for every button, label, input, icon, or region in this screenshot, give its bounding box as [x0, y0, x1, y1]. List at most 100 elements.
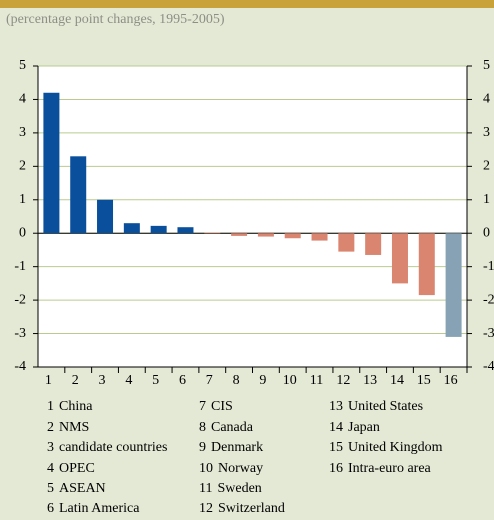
- x-tick-label: 7: [206, 373, 213, 388]
- legend-number: 10: [199, 461, 213, 476]
- x-tick-label: 12: [336, 373, 350, 388]
- legend-entry: 7 CIS: [199, 399, 233, 414]
- x-tick-label: 5: [152, 373, 159, 388]
- y-tick-label: 5: [19, 58, 26, 73]
- bar: [204, 232, 221, 234]
- bar: [365, 233, 382, 255]
- x-tick-label: 15: [417, 373, 431, 388]
- legend-entry: 15 United Kingdom: [329, 440, 443, 455]
- bar: [418, 233, 435, 296]
- x-tick-label: 4: [125, 373, 132, 388]
- legend-entry: 14 Japan: [329, 420, 380, 435]
- legend-entry: 11 Sweden: [199, 481, 262, 496]
- y-tick-label: 0: [19, 225, 26, 240]
- legend-name: Japan: [348, 420, 380, 435]
- legend-number: 1: [47, 399, 54, 414]
- y-tick-label: -2: [14, 292, 26, 307]
- y2-tick-label: 0: [483, 225, 490, 240]
- bar: [97, 199, 114, 234]
- legend-name: Sweden: [217, 481, 261, 496]
- x-tick-label: 2: [72, 373, 79, 388]
- legend-number: 16: [329, 461, 343, 476]
- bar: [257, 233, 274, 237]
- x-tick-label: 10: [283, 373, 297, 388]
- legend-entry: 12 Switzerland: [199, 501, 285, 516]
- y-tick-label: -3: [14, 326, 26, 341]
- y2-tick-label: 3: [483, 125, 490, 140]
- legend-number: 3: [47, 440, 54, 455]
- legend-name: ASEAN: [59, 481, 106, 496]
- legend-name: United States: [348, 399, 423, 414]
- legend-name: OPEC: [59, 461, 95, 476]
- legend-number: 13: [329, 399, 343, 414]
- legend-number: 8: [199, 420, 206, 435]
- y-tick-label: -4: [14, 359, 26, 374]
- legend-number: 11: [199, 481, 212, 496]
- legend-name: United Kingdom: [348, 440, 443, 455]
- legend-name: NMS: [59, 420, 89, 435]
- legend-name: candidate countries: [59, 440, 167, 455]
- legend-number: 2: [47, 420, 54, 435]
- legend-number: 12: [199, 501, 213, 516]
- y2-tick-label: 5: [483, 58, 490, 73]
- legend-number: 14: [329, 420, 343, 435]
- legend-number: 15: [329, 440, 343, 455]
- bar: [311, 233, 328, 241]
- y2-tick-label: 1: [483, 192, 490, 207]
- legend-entry: 6 Latin America: [47, 501, 140, 516]
- y-tick-label: 1: [19, 192, 26, 207]
- x-tick-label: 1: [45, 373, 52, 388]
- y-tick-label: -1: [14, 259, 26, 274]
- legend-name: Canada: [211, 420, 254, 435]
- legend-number: 9: [199, 440, 206, 455]
- y2-tick-label: -4: [483, 359, 494, 374]
- bar: [43, 92, 60, 234]
- legend-number: 6: [47, 501, 54, 516]
- bar: [70, 156, 87, 234]
- bar: [338, 233, 355, 252]
- legend-name: Intra-euro area: [348, 461, 432, 476]
- x-tick-label: 3: [99, 373, 106, 388]
- y2-tick-label: 2: [483, 159, 490, 174]
- bar: [177, 227, 194, 234]
- legend-number: 7: [199, 399, 206, 414]
- y-tick-label: 3: [19, 125, 26, 140]
- bar: [391, 233, 408, 284]
- x-tick-label: 11: [310, 373, 323, 388]
- y2-tick-label: -3: [483, 326, 494, 341]
- legend-name: China: [59, 399, 93, 414]
- legend-entry: 1 China: [47, 399, 93, 414]
- y-tick-label: 2: [19, 159, 26, 174]
- x-tick-label: 16: [444, 373, 458, 388]
- legend-name: Latin America: [59, 501, 140, 516]
- x-tick-label: 14: [390, 373, 404, 388]
- x-tick-label: 9: [259, 373, 266, 388]
- x-tick-label: 13: [363, 373, 377, 388]
- bar: [123, 223, 140, 234]
- legend-entry: 4 OPEC: [47, 461, 95, 476]
- bar: [231, 233, 248, 236]
- legend-entry: 9 Denmark: [199, 440, 263, 455]
- legend-name: Denmark: [211, 440, 263, 455]
- legend-name: Norway: [218, 461, 263, 476]
- y2-tick-label: -2: [483, 292, 494, 307]
- bar: [150, 225, 167, 234]
- legend-name: CIS: [211, 399, 233, 414]
- legend-entry: 5 ASEAN: [47, 481, 106, 496]
- legend-entry: 3 candidate countries: [47, 440, 167, 455]
- y2-tick-label: -1: [483, 259, 494, 274]
- y-tick-label: 4: [19, 92, 26, 107]
- legend-number: 5: [47, 481, 54, 496]
- legend-entry: 8 Canada: [199, 420, 254, 435]
- legend-entry: 13 United States: [329, 399, 423, 414]
- legend-number: 4: [47, 461, 54, 476]
- bar: [284, 233, 301, 239]
- legend-entry: 2 NMS: [47, 420, 89, 435]
- bar: [445, 233, 462, 337]
- x-tick-label: 6: [179, 373, 186, 388]
- x-tick-label: 8: [233, 373, 240, 388]
- legend-entry: 10 Norway: [199, 461, 263, 476]
- legend-entry: 16 Intra-euro area: [329, 461, 432, 476]
- top-bar: [0, 0, 494, 8]
